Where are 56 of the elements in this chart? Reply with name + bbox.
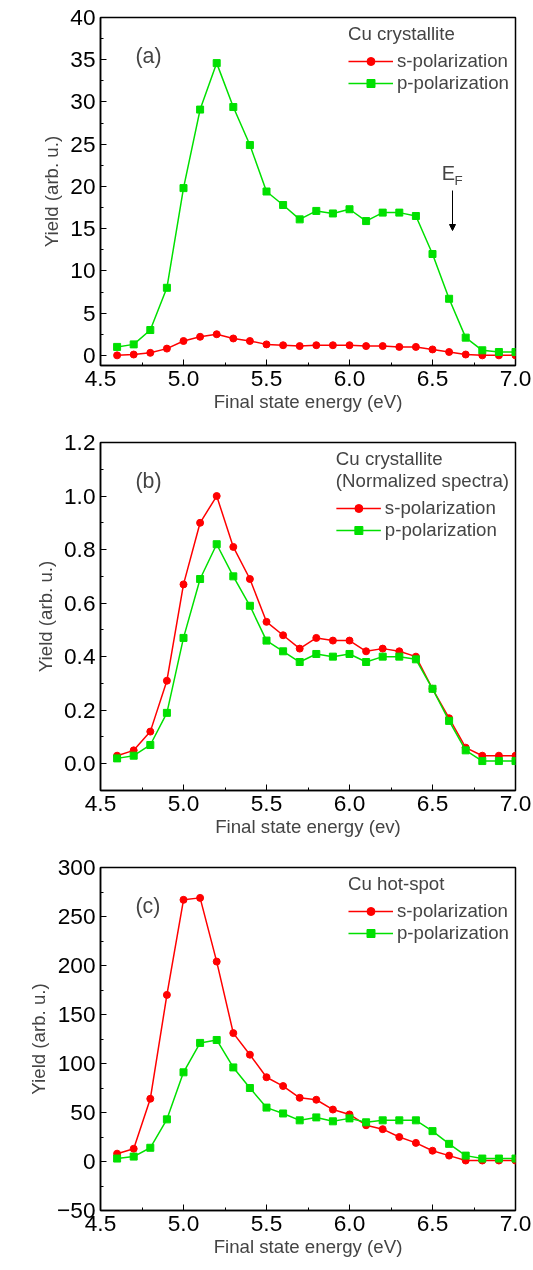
x-tick-label: 6.0 (333, 364, 366, 391)
x-tick-label: 4.5 (84, 789, 117, 816)
x-tick-label: 6.5 (416, 364, 449, 391)
y-tick-label: 0.0 (64, 750, 96, 777)
legend-title: Cu hot-spot (347, 873, 446, 895)
y-axis-title: Yield (arb. u.) (28, 983, 50, 1095)
x-tick-label: 5.0 (167, 789, 200, 816)
legend-title: Cu crystallite (347, 23, 456, 45)
legend-title: Cu crystallite (Normalized spectra) (335, 448, 509, 492)
y-tick-label: 35 (70, 46, 96, 73)
x-tick-label: 7.0 (499, 364, 532, 391)
legend-label: s-polarization (396, 900, 508, 922)
y-tick-label: 25 (70, 130, 96, 157)
x-tick-label: 5.5 (250, 1209, 283, 1236)
x-tick-label: 5.5 (250, 789, 283, 816)
x-tick-label: 6.5 (416, 789, 449, 816)
x-axis-title: Final state energy (eV) (213, 390, 403, 412)
y-tick-label: 15 (70, 215, 96, 242)
y-tick-label: 200 (57, 952, 96, 978)
y-tick-label: 1.2 (64, 429, 96, 455)
y-tick-label: 0.6 (64, 589, 96, 616)
y-tick-label: 40 (70, 4, 96, 30)
legend-label: s-polarization (384, 497, 496, 519)
annotation: (a) (135, 43, 162, 68)
y-axis-title: Yield (arb. u.) (35, 560, 56, 673)
x-tick-label: 6.5 (416, 1209, 449, 1236)
legend-label: s-polarization (396, 50, 508, 72)
y-tick-label: 150 (57, 1001, 96, 1027)
annotation: (c) (135, 893, 161, 918)
x-tick-label: 7.0 (499, 1209, 532, 1236)
x-axis-title: Final state energy (eV) (213, 1235, 403, 1257)
x-tick-label: 7.0 (499, 789, 532, 816)
y-tick-label: 50 (70, 1099, 96, 1125)
y-tick-label: 1.0 (64, 482, 96, 509)
y-tick-label: 10 (70, 257, 96, 284)
y-tick-label: 0.4 (64, 643, 96, 670)
y-tick-label: 0.8 (64, 536, 96, 563)
x-axis-title: Final state energy (ev) (215, 815, 401, 837)
legend-label: p-polarization (396, 922, 509, 944)
x-tick-label: 6.0 (333, 1209, 366, 1236)
x-tick-label: 5.0 (167, 364, 200, 391)
y-axis-title: Yield (arb. u.) (41, 135, 63, 248)
y-tick-label: 100 (57, 1050, 96, 1076)
annotation: (b) (135, 468, 162, 493)
y-tick-label: 250 (57, 903, 96, 929)
x-tick-label: 5.5 (250, 364, 283, 391)
y-tick-label: 0 (82, 1148, 96, 1174)
y-tick-label: 30 (70, 88, 96, 115)
y-tick-label: 5 (82, 299, 96, 326)
legend-label: p-polarization (384, 519, 497, 541)
y-tick-label: 300 (57, 854, 96, 880)
y-tick-label: 20 (70, 172, 96, 199)
x-tick-label: 5.0 (167, 1209, 200, 1236)
y-tick-label: 0.2 (64, 696, 96, 723)
x-tick-label: 6.0 (333, 789, 366, 816)
legend-label: p-polarization (396, 72, 509, 94)
